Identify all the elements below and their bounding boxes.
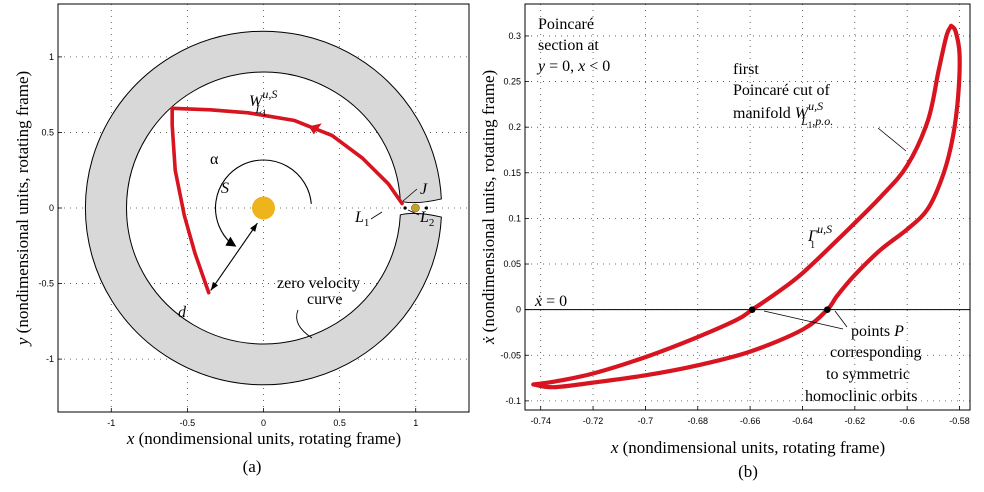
point-p <box>748 306 756 313</box>
points-label-1: points P <box>851 323 904 340</box>
x-tick-label: -0.6 <box>899 416 915 426</box>
y-axis-label-b: ẋ (nondimensional units, rotating frame) <box>479 70 498 345</box>
x-tick-label: -0.58 <box>949 416 970 426</box>
x-axis-label-a: x (nondimensional units, rotating frame) <box>126 429 401 448</box>
ticks-a: -1 -0.5 0 0.5 1 -1 -0.5 0 0.5 1 <box>38 52 418 428</box>
gamma-label: Γu,S 1 <box>807 222 832 251</box>
zero-velocity-annulus <box>84 30 442 386</box>
points-label-2: corresponding <box>830 344 922 361</box>
l2-point <box>424 206 428 210</box>
y-tick-label: 1 <box>49 52 54 62</box>
y-tick-label: 0.05 <box>503 259 521 269</box>
zvc-label-2: curve <box>307 291 343 308</box>
x-tick-label: -0.7 <box>638 416 654 426</box>
zvc-label-1: zero velocity <box>277 275 360 292</box>
l1-pointer <box>370 211 383 220</box>
panel-label-a: (a) <box>243 457 262 476</box>
j-label: J <box>420 181 428 198</box>
y-tick-label: 0 <box>49 203 54 213</box>
d-label: d <box>178 304 187 321</box>
section-label-3: y = 0, x < 0 <box>536 58 610 75</box>
cut-label-2: Poincaré cut of <box>733 82 831 99</box>
y-tick-label: 0.3 <box>508 31 521 41</box>
alpha-label: α <box>210 151 219 168</box>
y-tick-label: 0.2 <box>508 122 521 132</box>
x-tick-label: -0.5 <box>180 418 196 428</box>
y-tick-label: 0.1 <box>508 213 521 223</box>
points-pointer-2 <box>834 310 848 328</box>
points-label-4: homoclinic orbits <box>805 388 917 405</box>
distance-d-arrowhead-start <box>210 281 219 291</box>
y-tick-label: -0.5 <box>38 279 54 289</box>
distance-d-arrowhead-end <box>250 223 258 232</box>
l1-point <box>403 206 407 210</box>
y-tick-label: -0.1 <box>505 396 521 406</box>
l1-label: L1 <box>354 209 369 229</box>
cut-label-1: first <box>733 61 759 78</box>
y-tick-label: 0.15 <box>503 168 521 178</box>
points-label-3: to symmetric <box>826 366 910 383</box>
x-tick-label: -0.72 <box>583 416 604 426</box>
manifold-arrowhead <box>308 123 322 135</box>
j-pointer <box>402 188 418 202</box>
jupiter-marker <box>411 203 420 213</box>
x-tick-label: -0.66 <box>740 416 761 426</box>
panel-a: -1 -0.5 0 0.5 1-1-0.500.51 Wu,S L1 α S L1 L2 … <box>13 3 470 476</box>
x-tick-label: -0.74 <box>530 416 551 426</box>
panel-b: -0.74 -0.72 -0.7 -0.68 -0.66 -0.64 -0.62 -0.6 -0… <box>479 3 971 481</box>
x-tick-label: -0.68 <box>688 416 709 426</box>
y-tick-label: -1 <box>46 354 54 364</box>
manifold-label: Wu,S L1 <box>249 87 277 118</box>
zvc-pointer <box>296 309 313 339</box>
distance-d-line <box>210 222 258 291</box>
alpha-arc-line <box>214 159 312 245</box>
xdot-zero-label: ẋ = 0 <box>534 293 567 310</box>
x-tick-label: -0.62 <box>845 416 866 426</box>
x-tick-label: 0.5 <box>333 418 346 428</box>
cut-label-3: manifold Wu,S L1,p.o. <box>733 99 833 130</box>
x-tick-label: 0 <box>261 418 266 428</box>
axes-frame-b <box>524 3 971 411</box>
l2-pointer <box>407 209 420 216</box>
y-tick-label: 0.5 <box>41 127 54 137</box>
points-pointer-1 <box>763 310 844 330</box>
poincare-curve <box>531 23 962 390</box>
section-label-1: Poincaré <box>538 16 594 33</box>
x-tick-label: 1 <box>413 418 418 428</box>
y-axis-label-a: y (nondimensional units, rotating frame) <box>13 71 32 347</box>
bodies <box>252 196 428 220</box>
y-tick-label: -0.05 <box>500 350 521 360</box>
panel-label-b: (b) <box>738 462 758 481</box>
cut-pointer <box>877 127 907 152</box>
poincare-curve-inner <box>531 23 962 390</box>
sun-marker <box>252 196 275 220</box>
x-tick-label: -1 <box>107 418 115 428</box>
point-p <box>824 306 831 313</box>
zero-velocity-region <box>84 30 442 386</box>
alpha-arc <box>214 159 312 247</box>
y-tick-label: 0 <box>516 305 521 315</box>
points-p <box>748 306 831 313</box>
l2-label: L2 <box>419 209 434 229</box>
poincare-curve-outer <box>531 23 954 387</box>
y-tick-label: 0.25 <box>503 77 521 87</box>
sun-label: S <box>221 180 229 197</box>
x-tick-label: -0.64 <box>792 416 813 426</box>
manifold-line <box>170 106 404 295</box>
manifold-curve <box>170 106 404 295</box>
ticks-b: -0.74 -0.72 -0.7 -0.68 -0.66 -0.64 -0.62 -0.6 -0… <box>500 31 969 426</box>
x-axis-label-b: x (nondimensional units, rotating frame) <box>610 438 885 457</box>
section-label-2: section at <box>538 37 599 54</box>
alpha-arc-arrowhead <box>225 236 237 247</box>
